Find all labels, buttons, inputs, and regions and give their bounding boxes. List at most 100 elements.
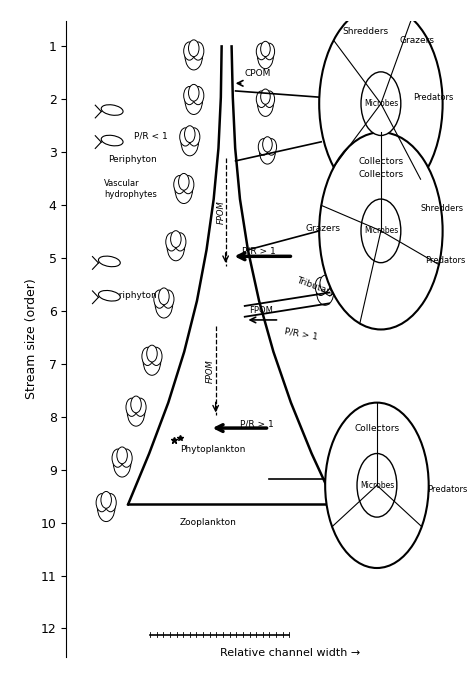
- Circle shape: [335, 268, 346, 286]
- Circle shape: [383, 274, 395, 292]
- Text: Microbes: Microbes: [364, 226, 398, 236]
- Circle shape: [361, 72, 401, 136]
- Text: Zooplankton: Zooplankton: [180, 519, 237, 527]
- Circle shape: [179, 173, 189, 190]
- Circle shape: [185, 87, 202, 115]
- Circle shape: [256, 91, 267, 108]
- Circle shape: [261, 41, 270, 57]
- Circle shape: [171, 231, 181, 247]
- Circle shape: [401, 279, 413, 297]
- Text: FPOM: FPOM: [249, 306, 273, 315]
- Text: Shredders: Shredders: [421, 203, 464, 212]
- Text: Periphyton: Periphyton: [108, 291, 157, 300]
- Circle shape: [357, 454, 397, 517]
- Ellipse shape: [99, 291, 120, 301]
- Text: Phytoplankton: Phytoplankton: [180, 445, 245, 454]
- Circle shape: [113, 449, 131, 477]
- Circle shape: [180, 128, 191, 146]
- Text: Collectors: Collectors: [355, 424, 400, 433]
- Circle shape: [344, 268, 355, 286]
- Circle shape: [266, 138, 277, 155]
- Text: P/R > 1: P/R > 1: [283, 326, 318, 341]
- Circle shape: [147, 345, 157, 362]
- Y-axis label: Stream size (order): Stream size (order): [25, 279, 38, 399]
- Circle shape: [398, 277, 408, 294]
- Text: Relative channel width →: Relative channel width →: [219, 647, 360, 658]
- Circle shape: [340, 266, 350, 282]
- Circle shape: [184, 42, 195, 60]
- Circle shape: [96, 493, 108, 512]
- Text: Predators: Predators: [425, 256, 465, 265]
- Circle shape: [135, 398, 146, 417]
- Circle shape: [319, 132, 443, 329]
- Circle shape: [394, 279, 411, 308]
- Text: FPOM: FPOM: [206, 359, 215, 382]
- Text: Microbes: Microbes: [360, 481, 394, 490]
- Circle shape: [117, 447, 128, 463]
- Circle shape: [264, 43, 274, 60]
- Circle shape: [175, 175, 192, 203]
- Circle shape: [189, 85, 199, 101]
- Circle shape: [320, 275, 330, 292]
- Circle shape: [393, 279, 404, 297]
- Circle shape: [159, 288, 169, 305]
- Circle shape: [257, 43, 273, 69]
- Circle shape: [155, 290, 173, 318]
- Text: Periphyton: Periphyton: [108, 155, 157, 164]
- Circle shape: [192, 87, 204, 105]
- Circle shape: [185, 42, 202, 70]
- Text: Vascular
hydrophytes: Vascular hydrophytes: [104, 179, 157, 199]
- Text: P/R > 1: P/R > 1: [242, 246, 275, 255]
- Circle shape: [182, 175, 194, 194]
- Ellipse shape: [101, 105, 123, 115]
- Circle shape: [259, 138, 275, 164]
- Text: Grazers: Grazers: [306, 224, 341, 233]
- Circle shape: [315, 278, 327, 296]
- Circle shape: [380, 272, 390, 289]
- Circle shape: [184, 87, 195, 105]
- Circle shape: [143, 347, 161, 375]
- Text: Shredders: Shredders: [342, 27, 388, 36]
- Text: Microbes: Microbes: [364, 99, 398, 108]
- Circle shape: [261, 89, 270, 104]
- Circle shape: [189, 128, 200, 146]
- Circle shape: [154, 290, 165, 308]
- Text: Predators: Predators: [427, 484, 467, 493]
- Circle shape: [192, 42, 204, 60]
- Circle shape: [151, 347, 162, 366]
- Circle shape: [375, 274, 386, 292]
- Circle shape: [181, 128, 199, 156]
- Text: CPOM: CPOM: [359, 296, 384, 305]
- Circle shape: [174, 233, 186, 251]
- Circle shape: [264, 91, 274, 108]
- Circle shape: [163, 290, 174, 308]
- Circle shape: [101, 491, 111, 508]
- Circle shape: [337, 268, 354, 296]
- Text: Grazers: Grazers: [399, 36, 434, 45]
- Circle shape: [365, 271, 377, 289]
- Circle shape: [263, 137, 272, 152]
- Circle shape: [121, 449, 132, 467]
- Circle shape: [174, 175, 185, 194]
- Text: Collectors: Collectors: [358, 157, 403, 166]
- Circle shape: [361, 199, 401, 263]
- Text: Predators: Predators: [413, 94, 453, 103]
- Text: Tributary: Tributary: [295, 275, 336, 298]
- Text: P/R > 1: P/R > 1: [239, 420, 273, 428]
- Circle shape: [184, 126, 195, 143]
- Circle shape: [131, 396, 141, 413]
- Circle shape: [319, 5, 443, 202]
- Text: Collectors: Collectors: [358, 170, 403, 179]
- Circle shape: [142, 347, 153, 366]
- Ellipse shape: [99, 256, 120, 267]
- Circle shape: [256, 43, 267, 60]
- Text: P/R < 1: P/R < 1: [134, 131, 168, 140]
- Circle shape: [167, 233, 184, 261]
- Circle shape: [112, 449, 123, 467]
- Circle shape: [257, 91, 273, 117]
- Circle shape: [376, 274, 393, 302]
- Circle shape: [98, 493, 115, 521]
- Circle shape: [357, 271, 368, 289]
- Circle shape: [325, 403, 428, 568]
- Text: FPOM: FPOM: [216, 200, 225, 224]
